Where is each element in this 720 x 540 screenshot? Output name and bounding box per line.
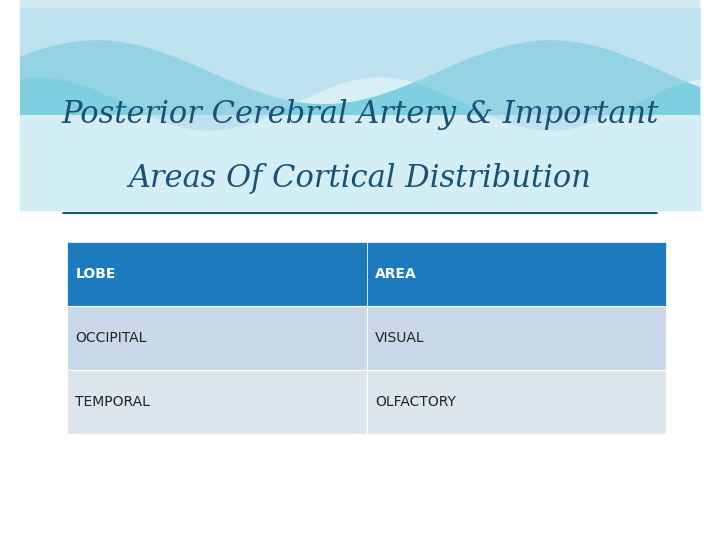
Polygon shape: [19, 0, 701, 104]
Text: AREA: AREA: [375, 267, 417, 281]
Bar: [68, 242, 366, 306]
Text: OCCIPITAL: OCCIPITAL: [76, 331, 147, 345]
Text: LOBE: LOBE: [76, 267, 116, 281]
Bar: [366, 242, 666, 306]
Text: TEMPORAL: TEMPORAL: [76, 395, 150, 409]
Text: Areas Of Cortical Distribution: Areas Of Cortical Distribution: [129, 163, 591, 194]
Bar: [68, 370, 366, 434]
Bar: [68, 306, 366, 370]
Text: OLFACTORY: OLFACTORY: [375, 395, 456, 409]
Text: Posterior Cerebral Artery & Important: Posterior Cerebral Artery & Important: [61, 99, 659, 130]
Bar: [19, 8, 701, 114]
Bar: [366, 306, 666, 370]
Polygon shape: [19, 0, 701, 131]
Text: VISUAL: VISUAL: [375, 331, 425, 345]
Bar: [366, 370, 666, 434]
Bar: [19, 8, 701, 211]
